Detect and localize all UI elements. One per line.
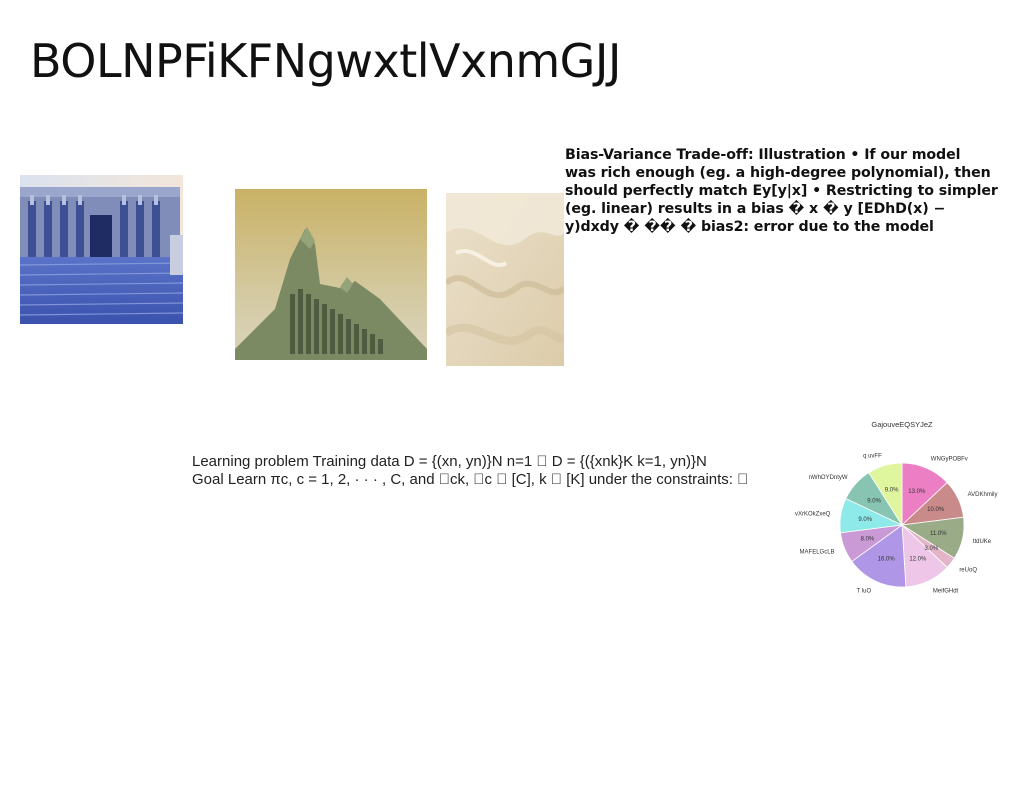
pie-percent-label: 12.0% bbox=[909, 557, 927, 563]
pie-category-label: ttdUKe bbox=[973, 539, 992, 545]
pie-percent-label: 10.0% bbox=[927, 507, 945, 513]
chart-title: GajouveEQSYJeZ bbox=[871, 420, 933, 429]
pie-percent-label: 13.0% bbox=[908, 489, 926, 495]
pie-percent-label: 16.0% bbox=[878, 557, 896, 563]
temple-photo bbox=[20, 175, 183, 324]
pie-percent-label: 9.0% bbox=[885, 487, 899, 493]
learning-problem-text: Learning problem Training data D = {(xn,… bbox=[192, 453, 812, 489]
pie-percent-label: 8.0% bbox=[861, 537, 875, 543]
pie-percent-label: 9.0% bbox=[867, 498, 881, 504]
pie-category-label: MAFELGcLB bbox=[800, 550, 835, 556]
pie-category-label: vXrKOkZxeQ bbox=[795, 512, 831, 518]
pie-category-label: AVDKhmily bbox=[968, 492, 998, 498]
pie-category-label: WNGyPOBFv bbox=[931, 456, 968, 462]
pie-category-label: q uvFF bbox=[863, 453, 882, 459]
pie-category-label: nWhOYDntyW bbox=[809, 475, 848, 481]
dunes-photo bbox=[446, 193, 564, 366]
pie-percent-label: 9.0% bbox=[858, 517, 872, 523]
bias-variance-text: Bias-Variance Trade-off: Illustration • … bbox=[565, 146, 1024, 236]
pie-category-label: T luO bbox=[857, 589, 872, 595]
slide-title: BOLNPFiKFNgwxtlVxnmGJJ bbox=[30, 34, 621, 88]
pie-percent-label: 3.0% bbox=[925, 546, 939, 552]
building-photo bbox=[235, 189, 427, 360]
pie-percent-label: 11.0% bbox=[930, 531, 947, 537]
pie-chart: GajouveEQSYJeZ 13.0% WNGyPOBFv 10.0% AVDKhm… bbox=[795, 412, 1024, 622]
pie-category-label: MeifGHdt bbox=[933, 589, 959, 595]
pie-category-label: reUoQ bbox=[959, 567, 977, 573]
